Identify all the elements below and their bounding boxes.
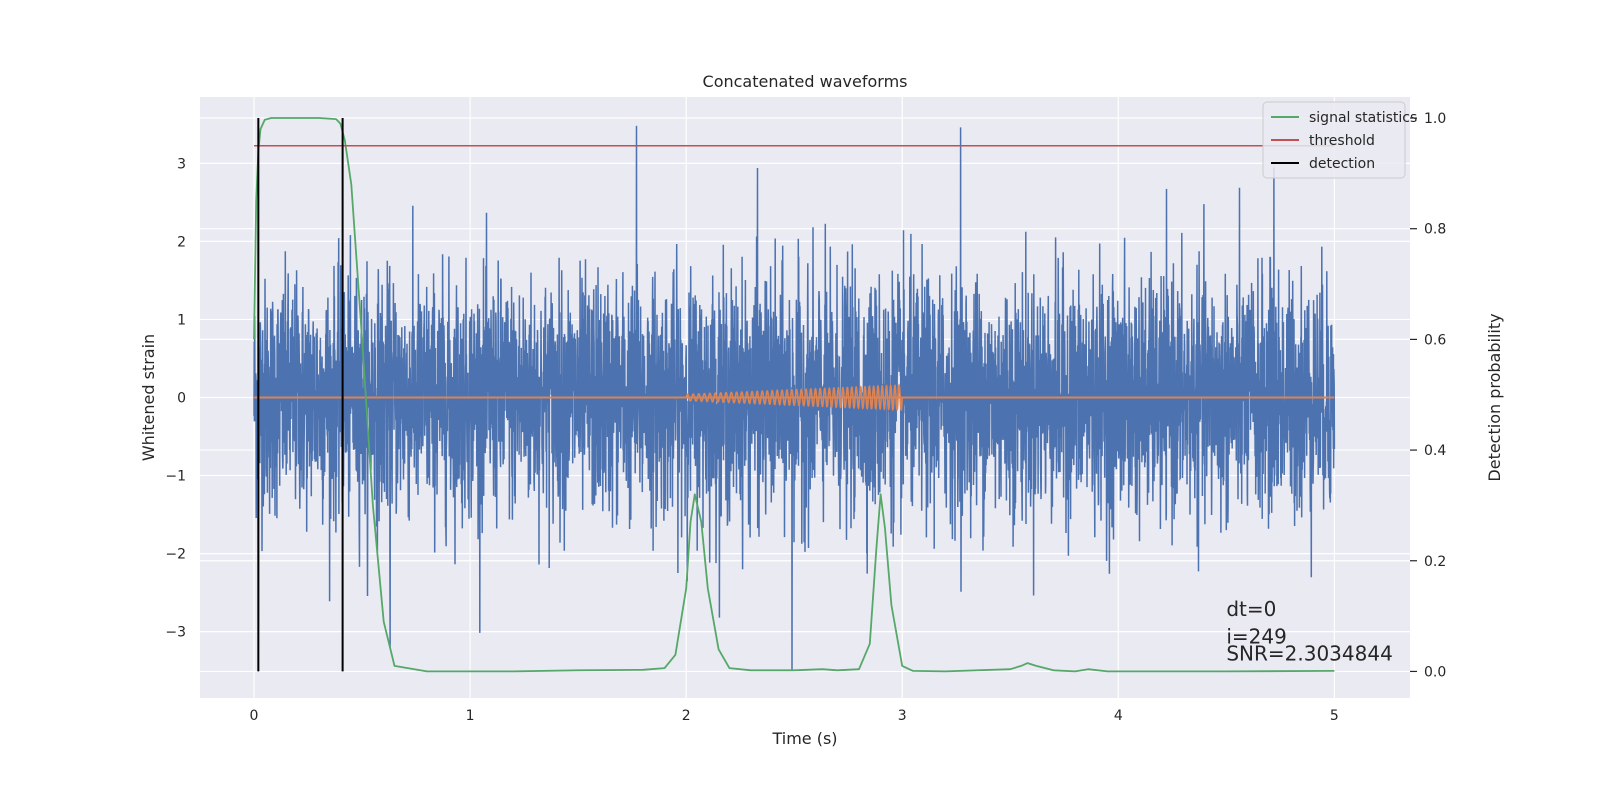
x-tick-label: 0 — [250, 708, 259, 724]
legend-label: signal statistics — [1309, 110, 1417, 126]
y-tick-label: 3 — [177, 156, 186, 172]
x-axis-label: Time (s) — [771, 729, 837, 748]
annotation-text: i=249 — [1226, 624, 1287, 648]
chart-title: Concatenated waveforms — [703, 72, 908, 91]
y2-tick-label: 0.4 — [1424, 443, 1446, 459]
y2-tick-label: 0.0 — [1424, 664, 1446, 680]
signal-statistics-line — [253, 117, 1335, 673]
annotation-text: dt=0 — [1226, 597, 1276, 621]
y-tick-label: 2 — [177, 234, 186, 250]
y2-tick-label: 0.2 — [1424, 554, 1446, 570]
series-layer — [253, 117, 1336, 673]
y-axis-label: Whitened strain — [139, 334, 158, 461]
legend: signal statistics threshold detection — [1262, 101, 1417, 179]
x-tick-label: 5 — [1330, 708, 1339, 724]
y2-tick-label: 0.8 — [1424, 222, 1446, 238]
x-tick-label: 2 — [682, 708, 691, 724]
x-tick-label: 3 — [898, 708, 907, 724]
strain-series-line — [253, 125, 1336, 671]
y-tick-label: −2 — [165, 547, 186, 563]
x-tick-label: 1 — [466, 708, 475, 724]
y-tick-label: −1 — [165, 469, 186, 485]
x-tick-label: 4 — [1114, 708, 1123, 724]
legend-label: detection — [1309, 156, 1375, 172]
legend-box — [1262, 101, 1406, 179]
y2-axis-label: Detection probability — [1485, 313, 1504, 481]
axis-ticks: 0 1 2 3 4 5 −3 −2 −1 0 1 2 3 0.0 0.2 0.4 0.6 0.8 1.0 — [165, 111, 1446, 724]
y-tick-label: 0 — [177, 391, 186, 407]
annotation-text: SNR=2.3034844 — [1226, 642, 1392, 666]
template-chirp-line — [685, 383, 903, 412]
y-tick-label: 1 — [177, 312, 186, 328]
y2-tick-label: 0.6 — [1424, 332, 1446, 348]
y2-tick-label: 1.0 — [1424, 111, 1446, 127]
y-tick-label: −3 — [165, 625, 186, 641]
plot-area — [253, 117, 1336, 673]
legend-label: threshold — [1309, 133, 1375, 149]
